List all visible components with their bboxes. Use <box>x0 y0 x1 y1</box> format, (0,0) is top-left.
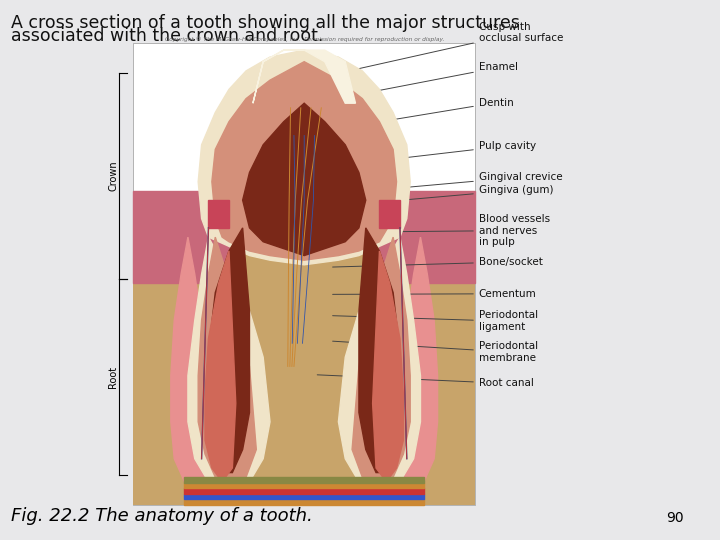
Text: Blood vessels
and nerves
in pulp: Blood vessels and nerves in pulp <box>305 214 550 247</box>
Text: 90: 90 <box>666 511 683 525</box>
Polygon shape <box>209 228 250 472</box>
Polygon shape <box>379 200 400 228</box>
Text: Copyright © The McGraw-Hill Companies, Inc.  Permission required for reproductio: Copyright © The McGraw-Hill Companies, I… <box>164 36 444 42</box>
Polygon shape <box>379 191 475 284</box>
Polygon shape <box>188 237 270 491</box>
Bar <box>133 219 475 505</box>
Polygon shape <box>171 237 215 491</box>
Text: Enamel: Enamel <box>328 63 518 100</box>
Polygon shape <box>212 62 397 260</box>
Text: Crown: Crown <box>108 160 118 191</box>
Polygon shape <box>184 477 424 483</box>
Polygon shape <box>338 237 420 491</box>
Polygon shape <box>205 251 236 482</box>
Polygon shape <box>243 103 366 255</box>
Polygon shape <box>184 488 424 494</box>
Text: Dentin: Dentin <box>328 98 513 131</box>
Polygon shape <box>304 50 356 103</box>
Text: Root: Root <box>108 366 118 388</box>
Polygon shape <box>393 237 438 491</box>
Text: Pulp cavity: Pulp cavity <box>320 141 536 167</box>
Text: Cementum: Cementum <box>333 289 536 299</box>
Text: associated with the crown and root.: associated with the crown and root. <box>11 27 323 45</box>
Text: Fig. 22.2 The anatomy of a tooth.: Fig. 22.2 The anatomy of a tooth. <box>11 507 312 525</box>
Text: A cross section of a tooth showing all the major structures: A cross section of a tooth showing all t… <box>11 14 520 31</box>
Text: Gingival crevice: Gingival crevice <box>328 172 562 194</box>
Polygon shape <box>184 483 424 488</box>
Text: Gingiva (gum): Gingiva (gum) <box>341 185 553 206</box>
Text: Periodontal
membrane: Periodontal membrane <box>333 341 538 363</box>
Polygon shape <box>198 237 256 487</box>
Bar <box>133 43 475 505</box>
Text: Cusp with
occlusal surface: Cusp with occlusal surface <box>341 22 563 72</box>
Polygon shape <box>253 50 304 103</box>
Polygon shape <box>373 251 403 482</box>
Polygon shape <box>359 228 400 472</box>
Text: Bone/socket: Bone/socket <box>333 257 543 267</box>
Polygon shape <box>184 500 424 505</box>
Polygon shape <box>209 200 229 228</box>
Text: Root canal: Root canal <box>318 375 534 388</box>
Text: Periodontal
ligament: Periodontal ligament <box>333 310 538 332</box>
Polygon shape <box>184 494 424 500</box>
Polygon shape <box>198 50 410 265</box>
Polygon shape <box>352 237 410 487</box>
Polygon shape <box>133 191 229 284</box>
